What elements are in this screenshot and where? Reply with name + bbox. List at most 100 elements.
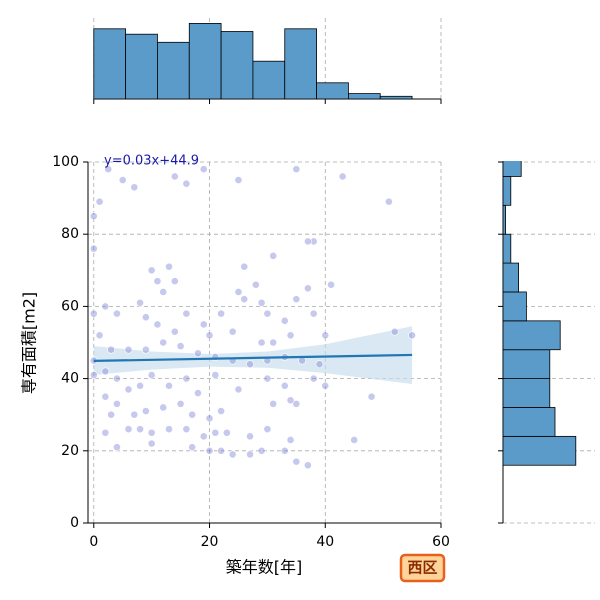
point — [188, 443, 197, 452]
point — [367, 392, 376, 401]
point — [257, 338, 266, 347]
point — [89, 371, 98, 379]
top-hist-bar — [316, 82, 349, 100]
point — [136, 381, 144, 390]
point — [309, 309, 318, 318]
point — [194, 389, 202, 397]
x-tick-label: 60 — [432, 534, 450, 550]
point — [234, 288, 243, 296]
right-hist-bar — [502, 435, 577, 466]
point — [165, 425, 173, 434]
point — [269, 399, 278, 408]
point — [182, 425, 191, 434]
point — [118, 176, 127, 184]
point — [130, 183, 139, 192]
point — [263, 425, 272, 434]
point — [350, 436, 359, 444]
point — [228, 327, 237, 336]
point — [286, 331, 295, 340]
right-hist-bar — [502, 407, 556, 437]
top-hist-bar — [348, 93, 381, 100]
point — [170, 277, 179, 286]
point — [309, 237, 318, 246]
y-tick-label: 60 — [61, 298, 79, 314]
point — [240, 295, 249, 304]
right-hist-bar — [502, 291, 527, 322]
point — [321, 381, 330, 390]
right-hist-bar — [502, 233, 512, 264]
right-hist-bar — [502, 176, 512, 206]
badge-box — [399, 553, 446, 583]
top-hist-bar — [157, 41, 190, 100]
top-hist-bar — [379, 95, 413, 100]
point — [182, 374, 191, 383]
point — [113, 443, 121, 452]
point — [246, 450, 254, 459]
point — [165, 381, 173, 390]
right-hist-bar — [502, 161, 522, 177]
right-hist-bar — [502, 378, 551, 408]
point — [315, 360, 324, 369]
point — [170, 327, 179, 336]
point — [153, 320, 162, 329]
point — [309, 374, 318, 383]
point — [205, 446, 214, 455]
y-tick-label: 0 — [70, 515, 79, 531]
point — [182, 309, 191, 318]
point — [338, 172, 347, 181]
point — [113, 309, 121, 318]
point — [124, 385, 133, 394]
point — [95, 197, 104, 206]
right-hist-bar — [502, 262, 520, 293]
point — [263, 309, 272, 318]
point — [292, 165, 301, 174]
point — [292, 399, 301, 408]
confidence-band — [93, 326, 413, 385]
point — [246, 432, 254, 441]
point — [321, 331, 330, 340]
point — [280, 316, 289, 325]
x-tick-label: 0 — [89, 534, 98, 550]
point — [89, 212, 98, 221]
point — [113, 374, 121, 383]
y-tick-label: 20 — [61, 443, 79, 459]
top-hist-bar — [188, 22, 222, 100]
point — [182, 179, 191, 188]
point — [176, 399, 185, 408]
point — [222, 428, 231, 437]
point — [89, 244, 98, 253]
point — [234, 385, 243, 394]
point — [130, 410, 139, 419]
y-tick-label: 80 — [61, 226, 79, 242]
point — [141, 407, 150, 415]
top-hist-bar — [284, 28, 317, 100]
annotation: y=0.03x+44.9 — [104, 154, 199, 169]
point — [136, 425, 144, 434]
right-hist-bar — [502, 320, 561, 351]
x-axis-label: 築年数[年] — [226, 558, 303, 577]
point — [234, 176, 243, 184]
point — [292, 457, 301, 466]
point — [199, 320, 208, 329]
point — [141, 345, 150, 354]
point — [188, 410, 197, 419]
point — [136, 298, 144, 307]
point — [269, 251, 278, 260]
point — [124, 345, 133, 354]
point — [101, 428, 110, 437]
point — [304, 237, 312, 246]
point — [176, 342, 185, 351]
point — [205, 414, 214, 423]
point — [89, 309, 98, 318]
point — [240, 262, 249, 271]
point — [286, 396, 295, 405]
right-hist-bar — [502, 349, 551, 380]
point — [211, 371, 220, 379]
point — [257, 298, 266, 307]
point — [286, 436, 295, 444]
point — [246, 360, 254, 369]
point — [153, 277, 162, 286]
point — [292, 295, 301, 304]
badge: 西区 — [407, 559, 437, 577]
